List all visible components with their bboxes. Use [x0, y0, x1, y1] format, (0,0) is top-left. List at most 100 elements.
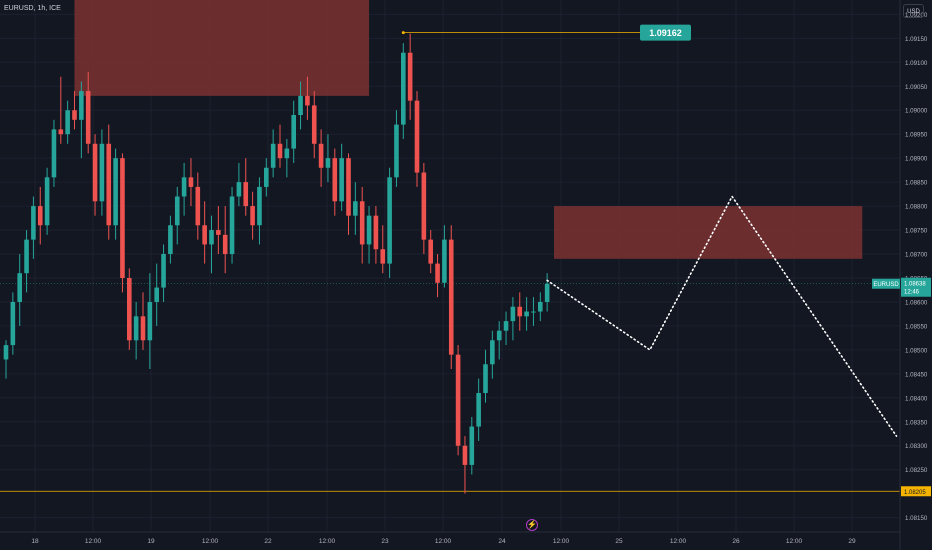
candle-body [44, 177, 50, 226]
time-tick-label: 12:00 [85, 538, 102, 545]
candle-body [37, 206, 43, 226]
candle-body [168, 225, 173, 255]
price-badges: 1.09162 EURUSD 1.08638 12:46 1.08205 [640, 24, 931, 497]
candle-body [202, 225, 207, 245]
time-axis: 18 12:00 19 12:00 22 12:00 23 12:00 24 12:00 25 12:… [31, 538, 856, 545]
candle-body [448, 239, 454, 355]
price-tick-label: 1.08250 [905, 467, 928, 474]
candle-body [435, 263, 440, 283]
candle-body [10, 301, 16, 346]
candle-body [243, 182, 249, 207]
currency-button[interactable]: USD [903, 4, 924, 18]
candle-body [264, 167, 269, 187]
high-price-label: 1.09162 [649, 28, 682, 38]
time-tick-label: 25 [615, 538, 623, 545]
candle-body [531, 311, 536, 313]
price-tick-label: 1.09200 [905, 12, 928, 19]
price-tick-label: 1.08500 [905, 347, 928, 354]
candle-body [99, 143, 105, 202]
candle-body [373, 215, 379, 250]
candle-body [127, 277, 132, 341]
candle-body [305, 95, 310, 106]
price-axis: 1.09200 1.09150 1.09100 1.09050 1.09000 1.089… [905, 12, 928, 522]
candle-body [257, 186, 262, 226]
price-tick-label: 1.08700 [905, 252, 928, 259]
candle-body [455, 354, 461, 446]
support-price-badge [901, 486, 931, 497]
candle-body [133, 316, 139, 341]
candle-body [92, 143, 98, 202]
candle-body [120, 158, 125, 278]
high-marker [401, 31, 405, 35]
candle-body [291, 115, 296, 149]
supply-zone-upper [74, 0, 370, 96]
candle-body [79, 91, 84, 120]
candle-body [538, 301, 543, 312]
candle-body [72, 110, 77, 120]
candle-body [140, 316, 146, 341]
lightning-icon[interactable]: ⚡ [526, 519, 538, 531]
candle-body [394, 124, 399, 178]
countdown-label: 12:46 [904, 290, 920, 296]
candle-body [65, 110, 70, 135]
candle-body [353, 201, 358, 216]
candle-body [346, 158, 351, 216]
candle-body [407, 52, 413, 101]
candle-body [428, 239, 433, 264]
candle-body [510, 306, 516, 322]
price-tick-label: 1.08350 [905, 419, 928, 426]
candle-body [442, 239, 447, 283]
candle-body [462, 445, 468, 465]
price-tick-label: 1.08550 [905, 323, 928, 330]
price-tick-label: 1.09150 [905, 36, 928, 43]
candle-body [387, 177, 392, 264]
time-tick-label: 19 [147, 538, 155, 545]
price-tick-label: 1.09000 [905, 108, 928, 115]
time-tick-label: 12:00 [786, 538, 803, 545]
candle-body [311, 105, 317, 144]
candle-body [270, 143, 276, 168]
candle-body [58, 129, 64, 135]
price-tick-label: 1.08300 [905, 443, 928, 450]
candle-body [147, 301, 153, 341]
time-tick-label: 12:00 [553, 538, 570, 545]
price-tick-label: 1.08850 [905, 180, 928, 187]
price-tick-label: 1.08400 [905, 395, 928, 402]
candle-body [181, 177, 187, 197]
symbol-badge-label: EURUSD [873, 282, 899, 288]
candles-layer [3, 33, 550, 494]
time-tick-label: 18 [31, 538, 39, 545]
candle-body [483, 364, 488, 394]
candle-body [339, 158, 344, 202]
candle-body [24, 239, 29, 274]
candle-body [544, 283, 550, 302]
candle-body [421, 172, 427, 240]
candle-body [236, 182, 242, 197]
current-price-badge [901, 277, 931, 297]
candle-body [154, 287, 159, 302]
candle-body [277, 143, 283, 159]
price-tick-label: 1.08800 [905, 204, 928, 211]
candle-body [85, 91, 91, 144]
price-tick-label: 1.08950 [905, 132, 928, 139]
candle-body [31, 206, 36, 240]
price-tick-label: 1.08150 [905, 515, 928, 522]
candle-body [414, 100, 420, 173]
candle-body [517, 306, 523, 317]
projection-layer [546, 194, 898, 437]
candle-body [3, 345, 9, 360]
price-tick-label: 1.09100 [905, 60, 928, 67]
zones-layer [74, 0, 863, 259]
chart-title: EURUSD, 1h, ICE [4, 5, 61, 12]
candle-body [284, 148, 290, 159]
candle-body [229, 196, 235, 255]
candle-body [401, 52, 406, 125]
price-tick-label: 1.08750 [905, 228, 928, 235]
time-tick-label: 12:00 [202, 538, 219, 545]
candle-body [503, 321, 509, 331]
candle-body [174, 196, 180, 226]
candle-body [161, 254, 166, 288]
candle-body [250, 206, 255, 226]
time-tick-label: 23 [381, 538, 389, 545]
